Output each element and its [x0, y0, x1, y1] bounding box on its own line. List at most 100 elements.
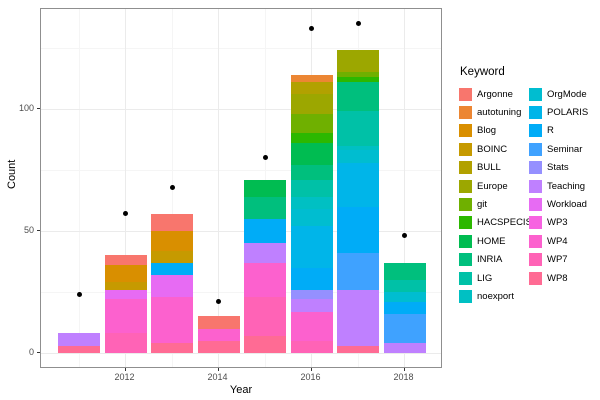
- bar-segment-2012-BOINC: [104, 282, 147, 290]
- bar-segment-2017-Teaching: [337, 289, 379, 346]
- legend-swatch-WP3: [529, 216, 542, 230]
- bar-segment-2016-autotuning: [290, 74, 333, 83]
- bar-segment-2011-WP8: [58, 345, 100, 353]
- bar-segment-2015-WP4: [244, 262, 286, 297]
- bar-segment-2014-WP4: [197, 328, 240, 341]
- bar-segment-2016-POLARIS: [290, 226, 333, 268]
- x-major-gridline: [125, 9, 126, 367]
- legend-item-Europe: Europe: [459, 177, 529, 195]
- legend-swatch-WP7: [529, 253, 542, 267]
- legend-items: Argonne autotuning Blog BOINC BULL Europe git H…: [459, 85, 599, 306]
- bar-segment-2016-OrgMode: [290, 209, 333, 227]
- legend-label: OrgMode: [547, 88, 587, 100]
- legend-item-BOINC: BOINC: [459, 140, 529, 158]
- legend-item-WP3: WP3: [529, 214, 599, 232]
- bar-segment-2017-INRIA: [337, 82, 379, 112]
- legend: Keyword Argonne autotuning Blog BOINC BULL Eu…: [459, 66, 599, 306]
- bar-segment-2016-INRIA: [290, 165, 333, 180]
- data-point-2018: [402, 233, 407, 239]
- bar-segment-2015-WP7: [244, 296, 286, 336]
- bar-segment-2016-HACSPECIS: [290, 133, 333, 144]
- data-point-2013: [169, 184, 175, 190]
- bar-segment-2013-Workload: [151, 274, 193, 297]
- bar-segment-2017-git: [337, 72, 379, 78]
- legend-label: HOME: [477, 235, 506, 247]
- legend-swatch-Teaching: [529, 179, 542, 193]
- legend-label: POLARIS: [547, 107, 589, 119]
- y-tick-label: 50: [23, 225, 34, 235]
- y-minor-gridline: [41, 169, 441, 171]
- legend-swatch-OrgMode: [529, 87, 542, 101]
- legend-swatch-autotuning: [459, 106, 472, 120]
- x-tick-label: 2018: [393, 372, 414, 382]
- legend-label: Stats: [547, 162, 569, 174]
- bar-segment-2016-WP4: [290, 311, 333, 341]
- bar-segment-2017-LIG: [337, 111, 379, 146]
- legend-swatch-R: [529, 124, 542, 138]
- x-tick-label: 2016: [300, 372, 321, 382]
- legend-swatch-BOINC: [459, 142, 472, 156]
- legend-item-R: R: [529, 122, 599, 140]
- legend-item-Blog: Blog: [459, 122, 529, 140]
- data-point-2015: [262, 155, 268, 161]
- y-tick-mark: [37, 230, 40, 231]
- bar-segment-2017-OrgMode: [337, 150, 379, 163]
- x-tick-mark: [403, 368, 405, 371]
- bar-segment-2016-WP7: [290, 340, 333, 353]
- plot-panel: [40, 8, 442, 368]
- legend-label: HACSPECIS: [477, 217, 532, 229]
- legend-item-BULL: BULL: [459, 159, 529, 177]
- legend-swatch-Argonne: [459, 87, 472, 101]
- bar-segment-2016-git: [290, 113, 333, 134]
- bar-segment-2012-WP7: [104, 333, 147, 353]
- bar-segment-2017-POLARIS: [337, 162, 379, 207]
- legend-item-Workload: Workload: [529, 195, 599, 213]
- legend-label: WP3: [547, 217, 568, 229]
- legend-label: git: [477, 199, 488, 211]
- bar-segment-2015-HOME: [244, 179, 286, 197]
- bar-segment-2015-R: [244, 218, 286, 244]
- bar-segment-2017-Seminar: [337, 252, 379, 290]
- legend-item-autotuning: autotuning: [459, 103, 529, 121]
- legend-item-HOME: HOME: [459, 232, 529, 250]
- legend-swatch-Blog: [459, 124, 472, 138]
- legend-swatch-POLARIS: [529, 106, 542, 120]
- y-major-gridline: [41, 108, 441, 110]
- bar-segment-2014-Argonne: [197, 316, 240, 329]
- bar-segment-2018-OrgMode: [383, 292, 426, 302]
- x-tick-mark: [124, 368, 126, 371]
- data-point-2017: [355, 21, 361, 27]
- x-tick-mark: [217, 368, 219, 371]
- x-tick-label: 2012: [114, 372, 135, 382]
- bar-segment-2011-Teaching: [58, 333, 100, 346]
- legend-item-Stats: Stats: [529, 159, 599, 177]
- bar-segment-2016-BULL: [290, 82, 333, 95]
- x-major-gridline: [218, 9, 219, 367]
- bar-segment-2016-HOME: [290, 143, 333, 166]
- x-minor-gridline: [78, 9, 80, 367]
- bar-segment-2013-Argonne: [151, 213, 193, 231]
- legend-item-POLARIS: POLARIS: [529, 103, 599, 121]
- legend-swatch-WP4: [529, 234, 542, 248]
- legend-item-WP8: WP8: [529, 269, 599, 287]
- bar-segment-2016-noexport: [290, 196, 333, 210]
- data-point-2011: [76, 291, 82, 297]
- legend-label: Workload: [547, 199, 587, 211]
- legend-item-Argonne: Argonne: [459, 85, 529, 103]
- y-major-gridline: [41, 230, 441, 232]
- bar-segment-2014-WP8: [197, 340, 240, 353]
- legend-swatch-Workload: [529, 198, 542, 212]
- legend-label: Argonne: [477, 88, 513, 100]
- data-point-2016: [309, 25, 314, 31]
- legend-item-Teaching: Teaching: [529, 177, 599, 195]
- legend-swatch-HOME: [459, 234, 472, 248]
- legend-label: BOINC: [477, 143, 508, 155]
- legend-item-INRIA: INRIA: [459, 251, 529, 269]
- bar-segment-2013-R: [151, 262, 193, 275]
- legend-label: Europe: [477, 180, 508, 192]
- bar-segment-2012-Workload: [104, 289, 147, 300]
- y-tick-mark: [37, 108, 40, 109]
- bar-segment-2018-Seminar: [383, 313, 426, 344]
- legend-label: WP7: [547, 254, 568, 266]
